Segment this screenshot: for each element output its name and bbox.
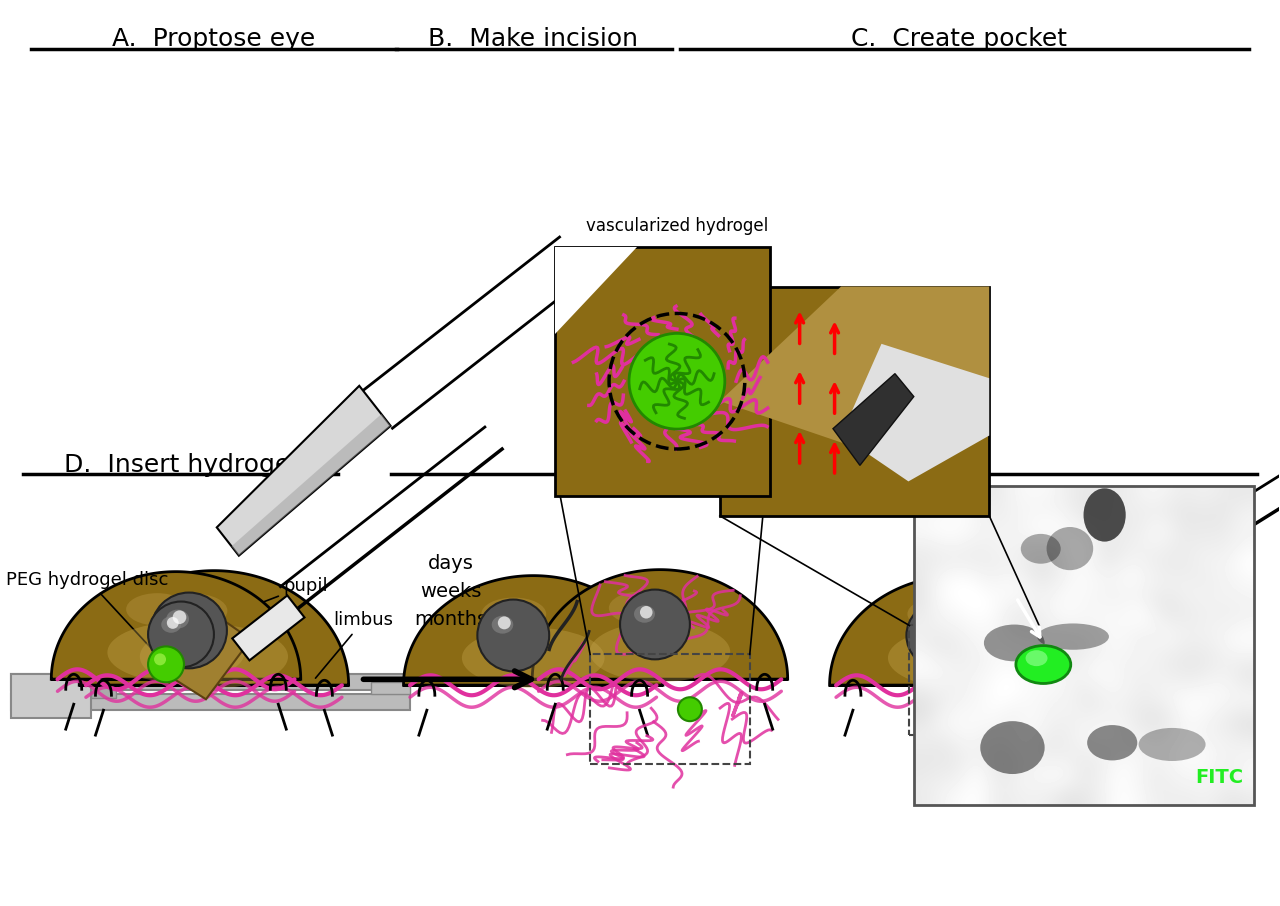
- Ellipse shape: [634, 605, 655, 622]
- Ellipse shape: [609, 592, 673, 624]
- Polygon shape: [833, 373, 914, 466]
- Ellipse shape: [166, 610, 189, 629]
- Circle shape: [628, 333, 724, 429]
- Bar: [590, 654, 750, 764]
- Text: vascularized hydrogel: vascularized hydrogel: [586, 217, 768, 235]
- Ellipse shape: [462, 628, 604, 688]
- Circle shape: [166, 617, 179, 629]
- Ellipse shape: [481, 598, 547, 631]
- Text: PEG hydrogel disc: PEG hydrogel disc: [6, 571, 169, 662]
- Ellipse shape: [590, 622, 730, 682]
- Ellipse shape: [1047, 527, 1093, 570]
- Polygon shape: [829, 575, 1089, 685]
- Polygon shape: [929, 605, 1029, 705]
- Ellipse shape: [1016, 646, 1071, 683]
- Polygon shape: [232, 414, 390, 555]
- Bar: [909, 625, 1039, 735]
- Circle shape: [640, 606, 653, 619]
- Ellipse shape: [1084, 488, 1125, 542]
- Bar: [12, 674, 411, 690]
- Ellipse shape: [160, 593, 228, 628]
- Text: limbus: limbus: [315, 612, 394, 679]
- Bar: [12, 694, 411, 710]
- Polygon shape: [1032, 606, 1106, 667]
- Text: A.  Proptose eye: A. Proptose eye: [113, 27, 316, 52]
- Polygon shape: [556, 246, 636, 334]
- Polygon shape: [532, 570, 787, 680]
- Circle shape: [498, 616, 511, 630]
- Circle shape: [925, 618, 937, 630]
- Ellipse shape: [888, 628, 1030, 688]
- Ellipse shape: [1020, 534, 1061, 564]
- Ellipse shape: [908, 598, 973, 631]
- Circle shape: [151, 593, 227, 669]
- Ellipse shape: [140, 625, 288, 689]
- Polygon shape: [216, 386, 390, 555]
- Bar: [556, 246, 769, 496]
- Ellipse shape: [1087, 725, 1138, 760]
- Ellipse shape: [127, 593, 188, 625]
- Circle shape: [906, 602, 973, 669]
- Ellipse shape: [1037, 623, 1108, 650]
- Text: days
weeks
months: days weeks months: [413, 554, 486, 630]
- Ellipse shape: [492, 616, 513, 633]
- Bar: [91, 676, 116, 699]
- Text: C.  Create pocket: C. Create pocket: [851, 27, 1068, 52]
- Circle shape: [477, 600, 549, 671]
- Polygon shape: [151, 604, 251, 699]
- Bar: [12, 674, 91, 718]
- Bar: [719, 286, 989, 516]
- Circle shape: [148, 646, 184, 682]
- Polygon shape: [232, 595, 305, 660]
- Bar: [914, 486, 1253, 805]
- Polygon shape: [403, 575, 663, 685]
- Ellipse shape: [1139, 728, 1206, 761]
- Circle shape: [173, 611, 187, 624]
- Text: FITC: FITC: [1196, 768, 1244, 787]
- Ellipse shape: [980, 721, 1044, 774]
- Circle shape: [154, 653, 166, 665]
- Text: D.  Insert hydrogel: D. Insert hydrogel: [64, 453, 298, 477]
- Text: pupil: pupil: [192, 576, 329, 630]
- Polygon shape: [79, 571, 348, 685]
- Bar: [371, 682, 411, 694]
- Ellipse shape: [1025, 651, 1047, 666]
- Polygon shape: [51, 572, 301, 680]
- Text: B.  Make incision: B. Make incision: [429, 27, 639, 52]
- Circle shape: [678, 698, 701, 721]
- Ellipse shape: [919, 617, 940, 634]
- Text: E.  Live imaging: E. Live imaging: [749, 453, 950, 477]
- Ellipse shape: [984, 624, 1044, 661]
- Polygon shape: [719, 286, 989, 447]
- Ellipse shape: [108, 622, 244, 682]
- Circle shape: [620, 590, 690, 660]
- Polygon shape: [841, 344, 989, 481]
- Ellipse shape: [161, 616, 180, 632]
- Circle shape: [148, 602, 214, 668]
